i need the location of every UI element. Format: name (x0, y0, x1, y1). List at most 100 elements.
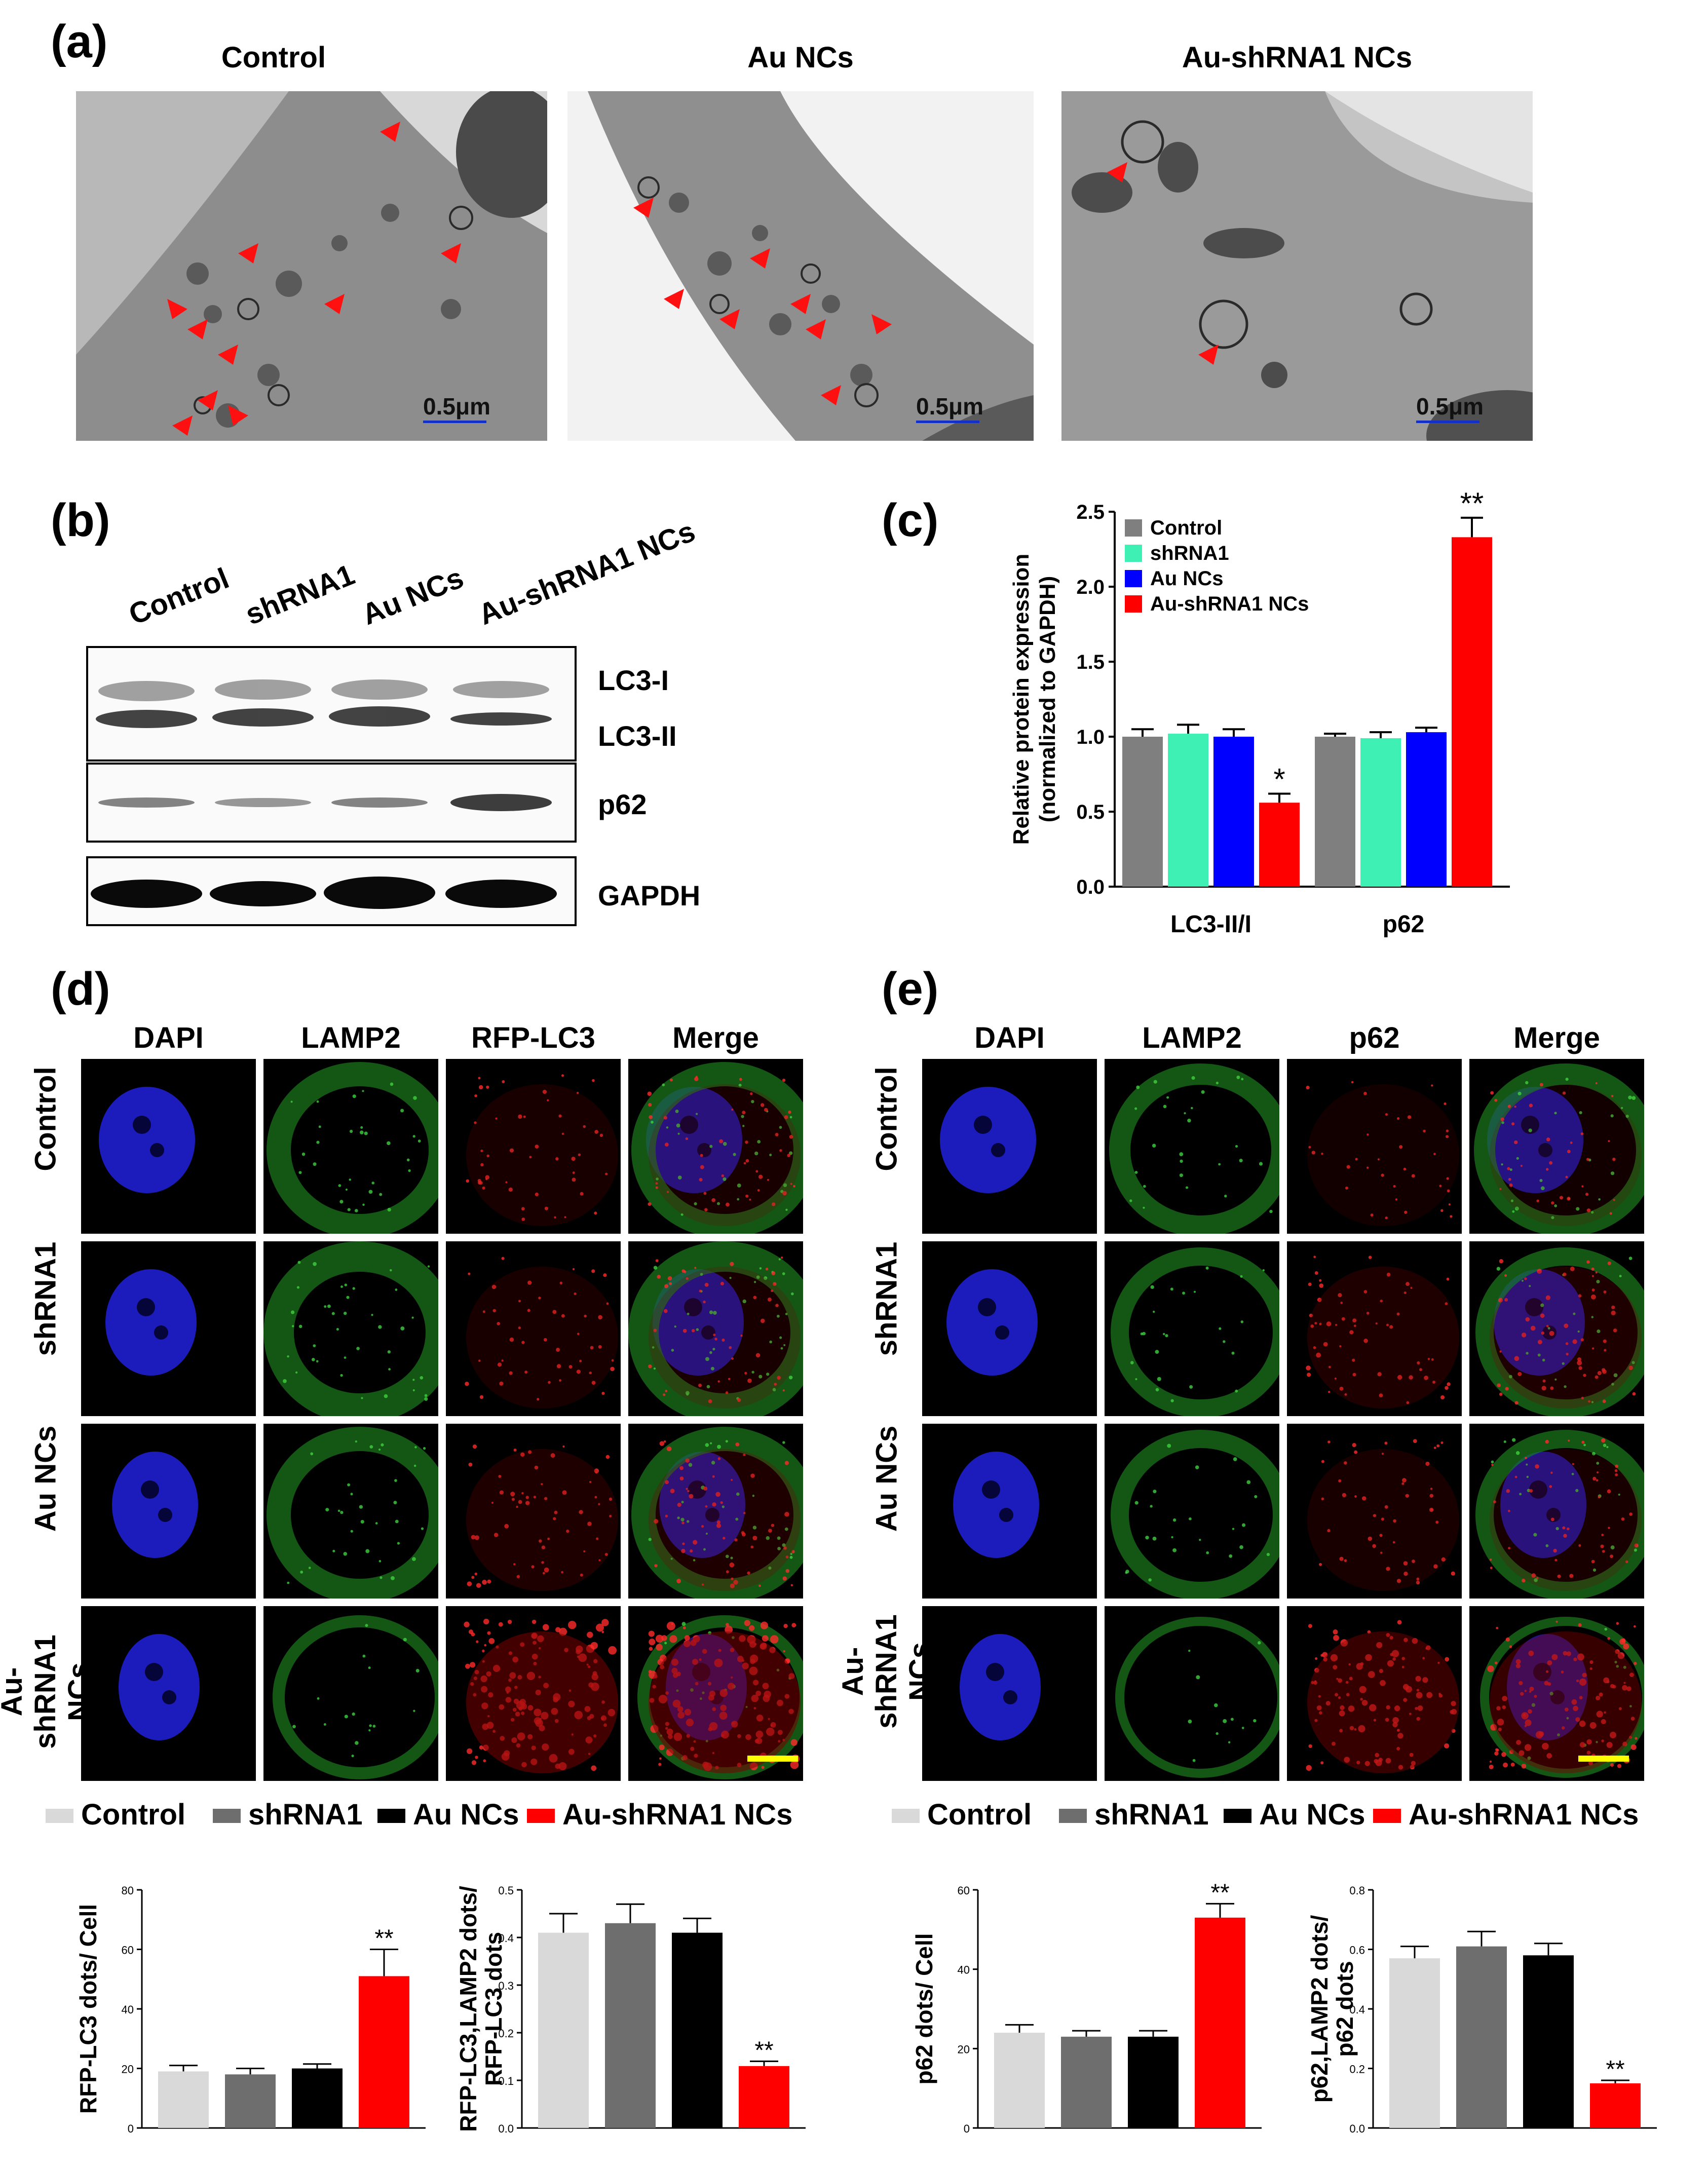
panel-e-col-dapi: DAPI (974, 1021, 1045, 1054)
chart-e2-ylabel: p62 dots (1332, 1961, 1358, 2057)
legend-right-swatch-0 (892, 1809, 920, 1823)
legend-left-label-2: Au NCs (413, 1798, 519, 1831)
d-tile-r4-lamp2 (263, 1606, 438, 1781)
chart-rfp-lc3-dots-per-cell: 0 20 40 60 80 RFP-LC3 dots/ Cell ** (75, 1884, 426, 2135)
panel-a-title-au-shrna1-ncs: Au-shRNA1 NCs (1182, 41, 1413, 74)
chart-e1-bar-0 (994, 2033, 1045, 2128)
panel-e-row-control: Control (870, 1067, 903, 1171)
chart-e1-ytick-label: 60 (958, 1884, 970, 1897)
chart-rfp-lc3-lamp2-ratio: 0.0 0.1 0.2 0.3 0.4 0.5 RFP-LC3,LAMP2 dots/RFP… (455, 1884, 806, 2135)
chart-e2-bar-3 (1590, 2083, 1641, 2128)
chart-d2-ylabel: RFP-LC3,LAMP2 dots/ (455, 1886, 481, 2132)
scale-label-a3: 0.5μm (1416, 393, 1484, 420)
e-tile-r2-red (1287, 1241, 1462, 1416)
chart-d2-ytick-label: 0.3 (498, 1980, 514, 1992)
chart-p62-dots-per-cell: 0 20 40 60 p62 dots/ Cell ** (911, 1879, 1262, 2135)
chart-c-bar-1-1 (1360, 738, 1401, 887)
legend-right-label-1: shRNA1 (1094, 1798, 1209, 1831)
d-tile-r2-dapi (81, 1241, 256, 1416)
chart-d2-bar-3 (739, 2066, 789, 2128)
chart-c-bar-1-0 (1315, 737, 1355, 887)
panel-d-col-dapi: DAPI (133, 1021, 204, 1054)
chart-d1-bar-3 (359, 1976, 409, 2128)
chart-c-bar-0-2 (1213, 737, 1254, 887)
e-tile-r1-lamp2 (1105, 1059, 1279, 1234)
d-tile-r2-merge (628, 1241, 803, 1416)
e-tile-r4-dapi (922, 1606, 1097, 1781)
d-tile-r1-dapi (81, 1059, 256, 1234)
chart-c-ytick-label: 2.5 (1076, 501, 1105, 523)
d-tile-r3-red (446, 1424, 621, 1599)
em-image-au-shrna1-ncs (1061, 91, 1533, 441)
chart-d1-ytick-label: 60 (122, 1944, 134, 1957)
chart-d2-bar-1 (605, 1923, 656, 2128)
scale-bar-a2 (916, 421, 979, 423)
chart-c-legend-label-0: Control (1150, 517, 1222, 539)
legend-right-label-2: Au NCs (1259, 1798, 1365, 1831)
scale-label-a2: 0.5μm (916, 393, 983, 420)
band-label-lc3-ii: LC3-II (598, 720, 677, 752)
chart-c-legend-swatch-1 (1125, 545, 1142, 562)
legend-right-swatch-3 (1373, 1809, 1401, 1823)
chart-d1-ytick-label: 20 (122, 2063, 134, 2076)
chart-e2-bar-1 (1456, 1946, 1507, 2128)
chart-d1-ytick-label: 0 (128, 2122, 134, 2135)
em-image-control (76, 91, 547, 441)
panel-e-col-lamp2: LAMP2 (1142, 1021, 1242, 1054)
chart-e1-ytick-label: 0 (964, 2122, 970, 2135)
panel-e-scale-bar (1578, 1756, 1629, 1762)
chart-d1-ytick-label: 40 (122, 2003, 134, 2016)
panel-d-row-shrna1: shRNA1 (29, 1241, 62, 1356)
panel-e-col-p62: p62 (1349, 1021, 1400, 1054)
lane-label-control: Control (124, 561, 234, 632)
lane-label-shrna1: shRNA1 (241, 558, 359, 632)
e-tile-r1-dapi (922, 1059, 1097, 1234)
band-label-p62: p62 (598, 788, 647, 820)
chart-c-ylabel: Relative protein expression (1009, 554, 1034, 845)
chart-d2-ytick-label: 0.2 (498, 2027, 514, 2040)
scale-bar-a1 (423, 421, 486, 423)
chart-d2-ytick-label: 0.1 (498, 2075, 514, 2087)
panel-d-row-au-ncs: Au NCs (29, 1425, 62, 1532)
chart-e1-ytick-label: 40 (958, 1964, 970, 1976)
chart-c-category-1: p62 (1383, 911, 1425, 938)
e-tile-r3-merge (1469, 1424, 1644, 1599)
chart-d2-sig-3: ** (754, 2037, 773, 2064)
chart-c-ytick-label: 0.5 (1076, 801, 1105, 823)
chart-e1-sig-3: ** (1210, 1879, 1229, 1906)
panel-b-letter: (b) (51, 495, 110, 546)
chart-c-legend-swatch-2 (1125, 570, 1142, 587)
panel-a-title-au-ncs: Au NCs (747, 41, 854, 74)
panel-e-letter: (e) (882, 963, 939, 1015)
chart-c-sig-0-3: * (1273, 762, 1285, 796)
blot-p62 (86, 763, 577, 843)
e-tile-r1-merge (1469, 1059, 1644, 1234)
lane-label-au-shrna1-ncs: Au-shRNA1 NCs (474, 514, 700, 632)
d-tile-r2-lamp2 (263, 1241, 438, 1416)
chart-d1-bar-1 (225, 2074, 276, 2128)
e-tile-r3-red (1287, 1424, 1462, 1599)
panel-e-col-merge: Merge (1513, 1021, 1600, 1054)
panel-c-letter: (c) (882, 495, 939, 546)
d-tile-r1-lamp2 (263, 1059, 438, 1234)
blot-gapdh (86, 856, 577, 926)
legend-right-swatch-2 (1224, 1809, 1251, 1823)
panel-d-col-rfp-lc3: RFP-LC3 (471, 1021, 595, 1054)
panel-e-row-shrna1: shRNA1 (870, 1241, 903, 1356)
legend-left-label-3: Au-shRNA1 NCs (562, 1798, 793, 1831)
chart-e1-ylabel: p62 dots/ Cell (911, 1933, 937, 2084)
chart-c-category-0: LC3-II/I (1170, 911, 1251, 938)
legend-left-label-1: shRNA1 (248, 1798, 363, 1831)
em-image-au-ncs (567, 91, 1034, 441)
e-tile-r4-lamp2 (1105, 1606, 1279, 1781)
chart-e2-ytick-label: 0.8 (1349, 1884, 1365, 1897)
chart-e1-bar-3 (1195, 1917, 1245, 2128)
chart-c-bar-0-3 (1259, 803, 1300, 887)
chart-e2-ytick-label: 0.4 (1349, 2003, 1365, 2016)
chart-c-bar-1-2 (1406, 732, 1447, 887)
chart-d2-bar-2 (672, 1932, 723, 2128)
legend-left-swatch-3 (527, 1809, 555, 1823)
chart-c-legend-label-2: Au NCs (1150, 567, 1223, 590)
chart-c-legend-label-3: Au-shRNA1 NCs (1150, 593, 1309, 615)
lane-label-au-ncs: Au NCs (357, 561, 468, 632)
